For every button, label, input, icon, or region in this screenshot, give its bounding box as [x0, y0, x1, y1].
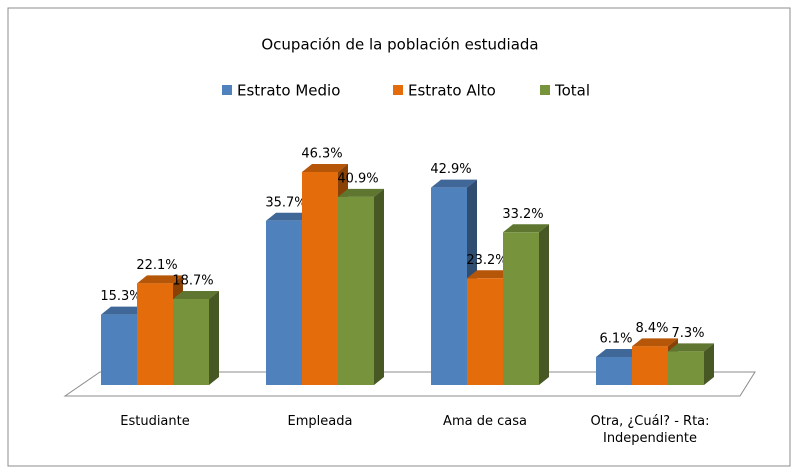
value-label: 23.2% [466, 253, 507, 268]
x-tick-label: Otra, ¿Cuál? - Rta: Independiente [590, 414, 710, 446]
bar [302, 172, 338, 385]
bar-top [338, 188, 384, 197]
bar-top [596, 348, 642, 357]
bar [668, 351, 704, 385]
bar [431, 187, 467, 385]
legend-swatch [393, 85, 403, 95]
value-label: 33.2% [502, 207, 543, 222]
legend-label: Estrato Medio [237, 82, 340, 100]
value-label: 35.7% [265, 195, 306, 210]
value-label: 46.3% [301, 147, 342, 162]
bar-top [467, 270, 513, 279]
bar-side [209, 290, 219, 385]
bar-top [266, 212, 312, 221]
bar-top [503, 224, 549, 233]
bar-top [668, 343, 714, 352]
bar [632, 346, 668, 385]
bar [137, 283, 173, 385]
legend-swatch [222, 85, 232, 95]
value-label: 42.9% [430, 162, 471, 177]
bar [596, 356, 632, 385]
bar-top [632, 338, 678, 347]
bar-top [302, 164, 348, 173]
bar [173, 298, 209, 385]
legend-label: Estrato Alto [408, 82, 496, 100]
bar-top [101, 306, 147, 315]
legend-label: Total [554, 82, 590, 100]
floor [63, 371, 756, 397]
bar [101, 314, 137, 385]
bar [266, 220, 302, 385]
value-label: 40.9% [337, 171, 378, 186]
value-label: 6.1% [599, 331, 632, 346]
bar-side [374, 188, 384, 385]
bar [338, 196, 374, 385]
bar [503, 232, 539, 385]
bar-top [137, 275, 183, 284]
bar-side [704, 343, 714, 385]
bar [467, 278, 503, 385]
chart-border [7, 7, 791, 467]
value-label: 18.7% [172, 273, 213, 288]
x-tick-label: Estudiante [120, 414, 190, 429]
bar-top [431, 179, 477, 188]
bar-top [173, 290, 219, 299]
x-tick-label: Ama de casa [443, 414, 527, 429]
legend-swatch [540, 85, 550, 95]
value-label: 8.4% [635, 321, 668, 336]
value-label: 15.3% [100, 289, 141, 304]
x-tick-label: Empleada [287, 414, 353, 429]
value-label: 7.3% [671, 326, 704, 341]
bar-side [539, 224, 549, 385]
value-label: 22.1% [136, 258, 177, 273]
chart-title: Ocupación de la población estudiada [261, 36, 538, 54]
